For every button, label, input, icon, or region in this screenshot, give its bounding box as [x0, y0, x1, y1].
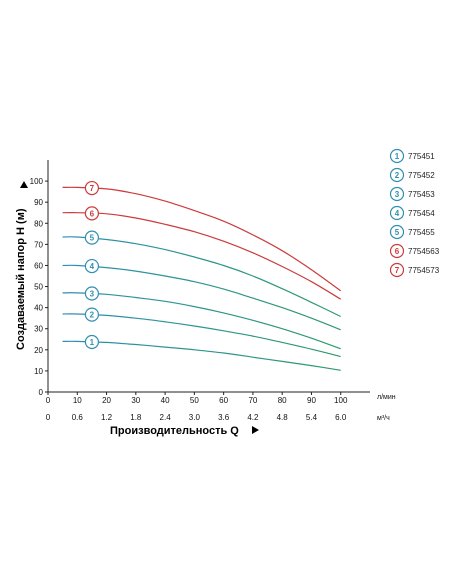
- x-tick-label: 10: [73, 396, 82, 405]
- x-secondary-tick-label: 1.2: [101, 413, 113, 422]
- curve-badge-5: [84, 230, 100, 245]
- x-secondary-tick-label: 3.0: [189, 413, 201, 422]
- legend-label: 7754573: [408, 266, 440, 275]
- x-tick-label: 20: [102, 396, 111, 405]
- legend-label: 775454: [408, 209, 435, 218]
- curve-badge-2: [84, 307, 100, 322]
- y-tick-label: 50: [34, 283, 43, 292]
- y-axis-arrow-icon: [20, 181, 28, 188]
- legend-badge-number: 1: [395, 152, 400, 161]
- legend: 1 775451 2 775452 3 775453 4 775454 5 775455 6 7754…: [389, 148, 440, 278]
- x-secondary-tick-label: 5.4: [306, 413, 318, 422]
- y-tick-label: 10: [34, 367, 43, 376]
- legend-item-775453: 3 775453: [389, 186, 435, 202]
- curve-badge-number: 3: [90, 290, 95, 299]
- legend-badge-number: 6: [395, 247, 400, 256]
- x-secondary-tick-label: 0: [46, 413, 51, 422]
- curve-badge-4: [84, 258, 100, 274]
- legend-label: 775451: [408, 152, 435, 161]
- curve-badge-number: 4: [90, 262, 95, 271]
- x-tick-label: 60: [219, 396, 228, 405]
- curve-badge-3: [84, 286, 100, 301]
- y-tick-labels: 0 10 20 30 40 50 60 70 80 90 100: [30, 177, 48, 397]
- y-tick-label: 30: [34, 325, 43, 334]
- legend-badge: [389, 148, 405, 164]
- curve-badge-number: 1: [90, 338, 95, 347]
- legend-label: 775452: [408, 171, 435, 180]
- curve-7754563: [62, 212, 342, 300]
- legend-item-775454: 4 775454: [389, 205, 435, 221]
- legend-item-775451: 1 775451: [389, 148, 435, 164]
- y-tick-label: 70: [34, 240, 43, 249]
- legend-badge-number: 3: [395, 190, 400, 199]
- x-secondary-tick-label: 4.2: [247, 413, 259, 422]
- legend-badge-number: 5: [395, 228, 400, 237]
- x-unit-primary: л/мин: [377, 394, 396, 401]
- legend-item-7754563: 6 7754563: [389, 243, 440, 259]
- legend-badge: [389, 224, 405, 240]
- x-secondary-tick-label: 0.6: [72, 413, 84, 422]
- legend-badge: [389, 243, 405, 259]
- y-tick-label: 40: [34, 304, 43, 313]
- legend-badge: [389, 262, 405, 278]
- y-tick-label: 20: [34, 346, 43, 355]
- legend-badge-number: 7: [395, 266, 400, 275]
- x-axis-title: Производительность Q: [110, 425, 239, 437]
- legend-badge-number: 4: [395, 209, 400, 218]
- x-tick-label: 70: [248, 396, 257, 405]
- y-tick-label: 80: [34, 219, 43, 228]
- x-secondary-tick-label: 4.8: [277, 413, 289, 422]
- curve-badge-number: 6: [90, 209, 95, 218]
- legend-label: 775453: [408, 190, 435, 199]
- x-tick-label: 100: [334, 396, 348, 405]
- y-tick-label: 90: [34, 198, 43, 207]
- curve-775453: [62, 292, 341, 350]
- curve-badge-6: [84, 206, 100, 221]
- x-tick-labels: 0 10 20 30 40 50 60 70 80 90 100: [46, 392, 348, 405]
- legend-item-775452: 2 775452: [389, 167, 435, 183]
- x-secondary-tick-label: 3.6: [218, 413, 230, 422]
- legend-badge: [389, 186, 405, 202]
- x-secondary-tick-label: 2.4: [160, 413, 172, 422]
- x-secondary-tick-label: 1.8: [130, 413, 142, 422]
- curve-775455: [62, 236, 341, 318]
- x-tick-label: 80: [278, 396, 287, 405]
- x-tick-label: 90: [307, 396, 316, 405]
- curve-badge-1: [84, 334, 100, 350]
- x-tick-label: 0: [46, 396, 51, 405]
- x-secondary-tick-labels: 0 0.6 1.2 1.8 2.4 3.0 3.6 4.2 4.8 5.4 6.0: [46, 413, 347, 422]
- x-axis-arrow-icon: [252, 426, 259, 434]
- legend-badge: [389, 205, 405, 221]
- x-tick-label: 30: [131, 396, 140, 405]
- curve-badge-7: [84, 180, 100, 196]
- performance-curves: [62, 186, 342, 371]
- x-tick-label: 50: [190, 396, 199, 405]
- legend-badge: [389, 167, 405, 183]
- y-tick-label: 60: [34, 261, 43, 270]
- legend-label: 7754563: [408, 247, 440, 256]
- legend-item-775455: 5 775455: [389, 224, 435, 240]
- y-axis-title: Создаваемый напор H (м): [15, 208, 27, 350]
- y-tick-label: 100: [30, 177, 44, 186]
- y-tick-label: 0: [39, 388, 44, 397]
- legend-label: 775455: [408, 228, 435, 237]
- curve-badge-number: 5: [90, 234, 95, 243]
- curve-badges: 1 2 3 4 5 6 7: [84, 180, 100, 350]
- legend-item-7754573: 7 7754573: [389, 262, 440, 278]
- curve-badge-number: 2: [90, 311, 95, 320]
- legend-badge-number: 2: [395, 171, 400, 180]
- x-tick-label: 40: [161, 396, 170, 405]
- curve-badge-number: 7: [90, 184, 95, 193]
- x-unit-secondary: м³/ч: [377, 415, 390, 422]
- x-secondary-tick-label: 6.0: [335, 413, 347, 422]
